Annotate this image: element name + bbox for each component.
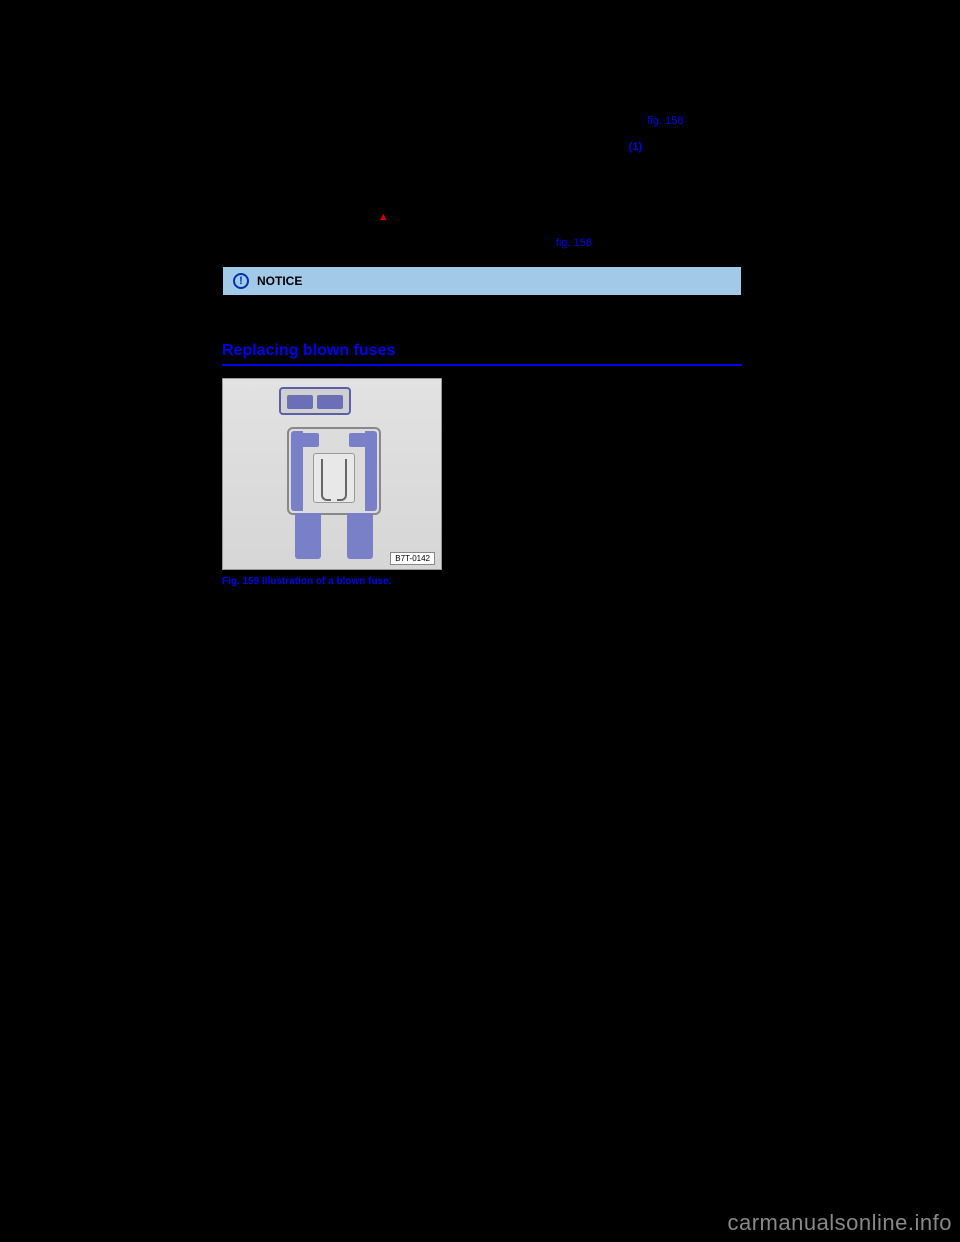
notice-icon: ! [233,273,249,289]
fuse-wire-left [321,459,323,495]
fuse-leg-left [295,513,321,559]
fuse-window [313,453,355,503]
fuse-front-view [287,427,381,557]
fuse-hook-left [321,491,331,501]
warning-triangle-icon: ▲ [378,209,389,226]
watermark: carmanualsonline.info [727,1210,952,1236]
step-intro: Do all of the following only in the orde… [222,86,742,103]
notice-label: NOTICE [257,274,302,288]
fig-ref-158a[interactable]: fig. 158 [644,115,683,127]
fuse-tab-right [349,433,371,447]
step-4-b: from the holder in the fuse box cover. [389,211,573,223]
step-2: 2. Release the side cover near the instr… [222,139,742,172]
install-b: , carefully push the cover back into the… [268,237,552,249]
notice-text: Take care not to damage the lock tabs wh… [222,310,742,327]
figure-image: B7T-0142 [223,379,441,569]
step-4: 4. Remove the plastic tweezers ▲ from th… [222,209,742,226]
step-1: 1. Switch off the ignition, lights, and … [222,113,742,130]
step-3: 3. Remove the cover. [222,182,742,199]
manual-page: Do all of the following only in the orde… [222,86,742,607]
fuse-leg-right [347,513,373,559]
step-2-text-a: 2. Release the side cover near the instr… [222,141,629,153]
step-4-a: 4. Remove the plastic tweezers [222,211,378,223]
step-1-text: 1. Switch off the ignition, lights, and … [222,115,644,127]
notice-box: ! NOTICE [222,266,742,296]
section-title: Replacing blown fuses [222,342,742,366]
fuse-top-view [279,387,351,415]
callout-1: (1) [629,141,642,153]
install-note: To install, carefully push the cover bac… [222,235,742,252]
fuse-wire-right [345,459,347,495]
install-c: . [592,237,595,249]
figure-159: B7T-0142 [222,378,442,570]
figure-caption: Fig. 159 Illustration of a blown fuse. [222,576,742,587]
fig-ref-158b[interactable]: fig. 158 [553,237,592,249]
step-1-tail: ⇒. [684,115,699,127]
install-bold: install [237,237,269,249]
install-a: To [222,237,237,249]
figure-id-label: B7T-0142 [390,552,435,565]
fuse-tab-left [297,433,319,447]
